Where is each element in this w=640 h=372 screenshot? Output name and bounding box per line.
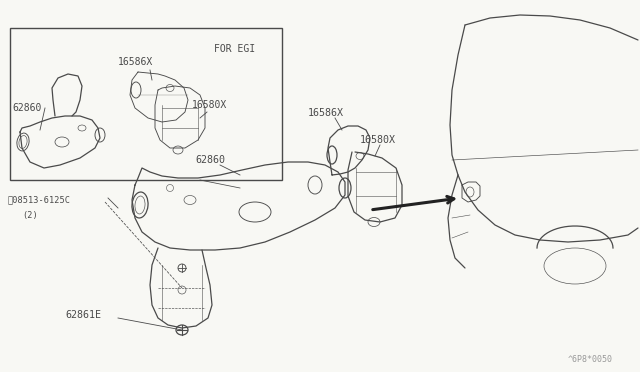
Text: (2): (2) xyxy=(22,211,38,219)
Text: 62860: 62860 xyxy=(12,103,42,113)
Text: Ⓝ08513-6125C: Ⓝ08513-6125C xyxy=(8,196,71,205)
Text: FOR EGI: FOR EGI xyxy=(214,44,255,54)
Text: 16586X: 16586X xyxy=(118,57,153,67)
Text: 16580X: 16580X xyxy=(192,100,227,110)
Text: 62861E: 62861E xyxy=(65,310,101,320)
Text: 16580X: 16580X xyxy=(360,135,396,145)
Text: 62860: 62860 xyxy=(195,155,225,165)
Text: 16586X: 16586X xyxy=(308,108,344,118)
Text: ^6P8*0050: ^6P8*0050 xyxy=(568,355,612,364)
Bar xyxy=(10,28,282,180)
